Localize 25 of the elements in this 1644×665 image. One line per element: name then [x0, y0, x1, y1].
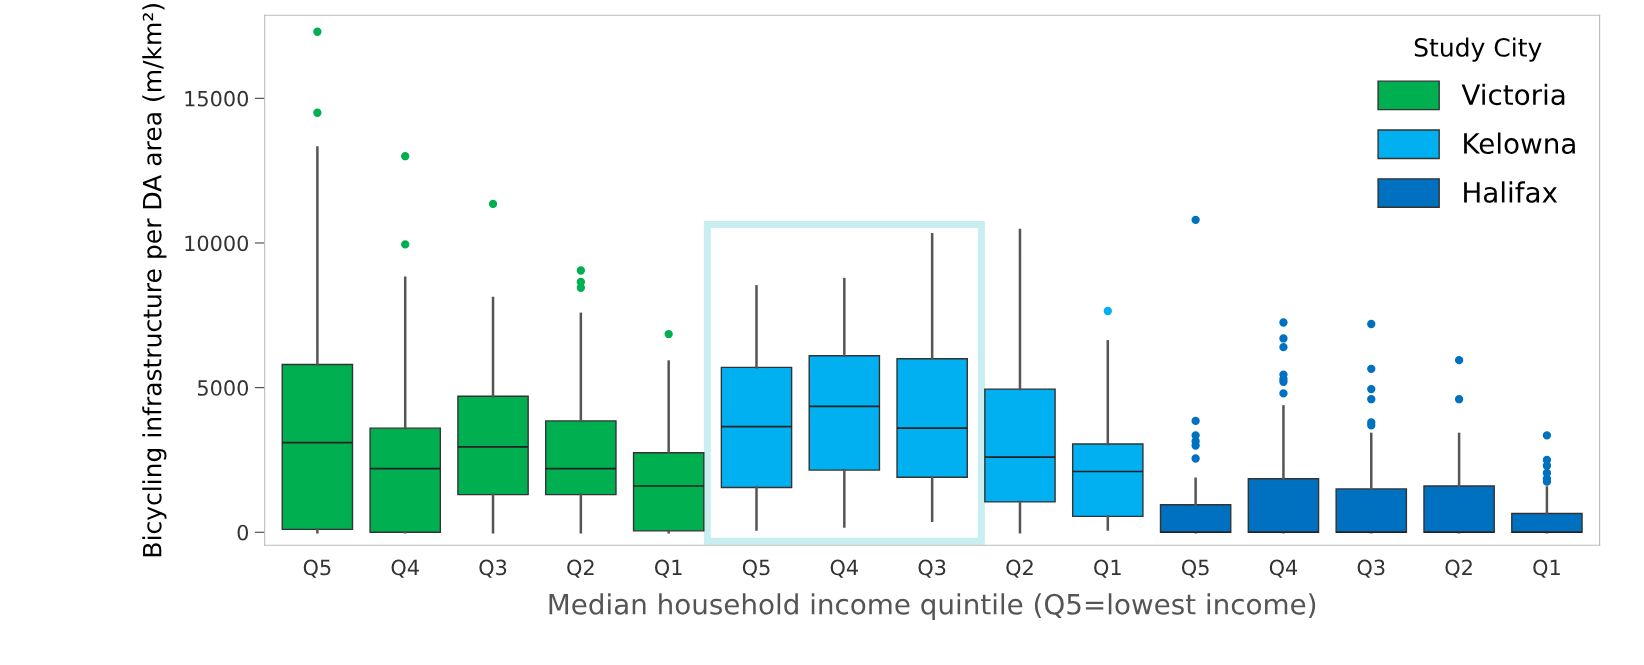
x-tick-label: Q4	[391, 559, 419, 578]
y-tick-label: 5000	[197, 380, 249, 396]
legend-title: Study City	[1414, 37, 1542, 62]
x-tick-label: Q5	[303, 559, 331, 578]
x-tick-label: Q2	[567, 559, 594, 578]
y-tick-label: 15000	[185, 90, 249, 107]
x-tick-label: Q1	[1094, 559, 1121, 578]
y-tick-label: 0	[237, 524, 249, 541]
x-tick-label: Q5	[742, 559, 770, 578]
x-tick-label: Q2	[1445, 559, 1472, 578]
x-tick-label: Q4	[1269, 559, 1298, 578]
legend-label: Halifax	[1464, 181, 1558, 203]
x-tick-label: Q1	[1533, 559, 1560, 578]
x-axis-title: Median household income quintile (Q5=lowest income)	[549, 593, 1316, 621]
x-tick-label: Q1	[655, 559, 682, 578]
x-tick-label: Q3	[479, 559, 507, 578]
y-tick-label: 10000	[185, 235, 249, 252]
legend-label: Kelowna	[1464, 132, 1575, 154]
y-axis-title: Bicycling infrastructure per DA area (m/km²)	[142, 4, 167, 557]
legend-label: Victoria	[1461, 83, 1565, 106]
x-tick-label: Q4	[830, 559, 858, 578]
x-tick-label: Q2	[1006, 559, 1033, 578]
x-tick-label: Q3	[1357, 559, 1385, 578]
x-tick-label: Q3	[918, 559, 946, 578]
x-tick-label: Q5	[1181, 559, 1209, 578]
